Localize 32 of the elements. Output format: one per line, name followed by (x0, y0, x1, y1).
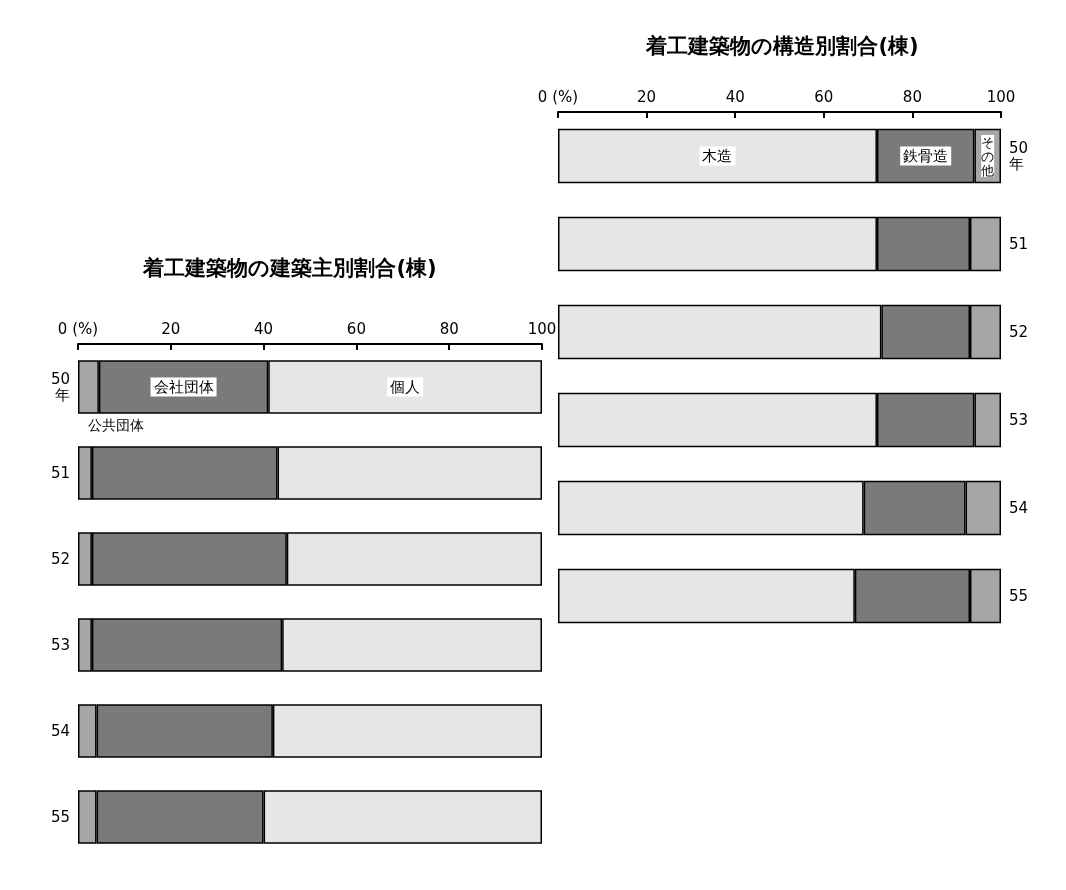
series-label: 公共団体 (88, 416, 144, 433)
x-tick-label: 20 (161, 319, 181, 338)
x-tick-label: 80 (439, 319, 459, 338)
x-tick-label: 80 (902, 87, 922, 106)
y-tick-label: 54 (50, 722, 70, 740)
series-label: 会社団体 (153, 378, 214, 396)
series-label: 個人 (390, 378, 421, 396)
series-label: 木造 (702, 147, 733, 165)
y-tick-label: 50 年 (1009, 139, 1029, 173)
y-tick-label: 55 (50, 808, 70, 826)
y-tick-label: 54 (1009, 499, 1029, 517)
y-tick-label: 53 (1009, 411, 1029, 429)
y-tick-label: 52 (50, 550, 70, 568)
series-label: その他 (981, 134, 995, 178)
y-tick-label: 52 (1009, 323, 1029, 341)
x-tick-label: 0 (%) (57, 319, 99, 338)
x-tick-label: 40 (725, 87, 745, 106)
x-tick-label: 100 (986, 87, 1016, 106)
y-tick-label: 51 (1009, 235, 1029, 253)
y-tick-label: 53 (50, 636, 70, 654)
y-tick-label: 55 (1009, 587, 1029, 605)
x-tick-label: 40 (254, 319, 274, 338)
y-tick-label: 50 年 (50, 370, 70, 404)
x-tick-label: 0 (%) (537, 87, 579, 106)
x-tick-label: 100 (527, 319, 557, 338)
y-tick-label: 51 (50, 464, 70, 482)
x-tick-label: 60 (346, 319, 366, 338)
x-tick-label: 20 (637, 87, 657, 106)
series-label: 鉄骨造 (903, 147, 949, 165)
chart-title: 着工建築物の建築主別割合(棟) (142, 255, 437, 280)
x-tick-label: 60 (814, 87, 834, 106)
chart-title: 着工建築物の構造別割合(棟) (645, 33, 919, 58)
